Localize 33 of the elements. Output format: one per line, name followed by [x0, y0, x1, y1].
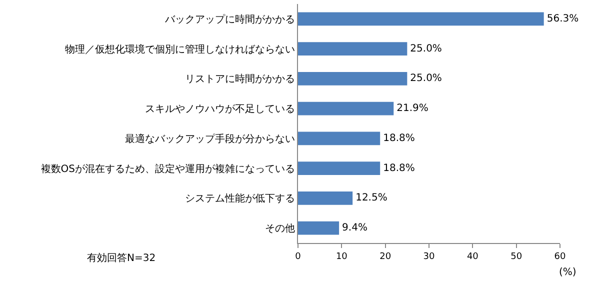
data-label: 9.4%: [342, 222, 368, 234]
bar: [298, 191, 353, 205]
x-tick-label: 30: [423, 252, 435, 262]
data-label: 25.0%: [410, 73, 442, 84]
x-tick-label: 10: [336, 252, 348, 262]
data-label: 56.3%: [546, 13, 579, 24]
y-tick-label: 物理／仮想化環境で個別に管理しなければならない: [65, 43, 295, 56]
x-tick-label: 20: [380, 252, 392, 262]
x-tick-label: 0: [295, 252, 302, 262]
x-axis-title: (%): [559, 267, 576, 278]
y-tick-label: その他: [265, 222, 295, 235]
data-label: 18.8%: [383, 162, 415, 174]
bar: [298, 162, 380, 176]
y-tick-label: リストアに時間がかかる: [185, 73, 295, 86]
data-label: 18.8%: [383, 132, 415, 144]
text: 有効回答N=32: [87, 252, 156, 264]
y-tick-label: 複数OSが混在するため、設定や運用が複雑になっている: [40, 162, 295, 175]
x-tick-label: 60: [554, 252, 566, 262]
bar: [298, 72, 408, 86]
data-label: 21.9%: [396, 103, 428, 114]
data-label: 25.0%: [410, 43, 442, 54]
bar: [298, 102, 394, 116]
y-tick-label: スキルやノウハウが不足している: [145, 104, 295, 116]
x-tick-label: 50: [510, 252, 522, 262]
bar: [298, 221, 340, 235]
y-tick-label: 最適なバックアップ手段が分からない: [125, 132, 295, 145]
x-tick-label: 40: [466, 252, 479, 262]
bar: [298, 12, 544, 26]
y-tick-label: システム性能が低下する: [185, 192, 295, 205]
y-tick-label: バックアップに時間がかかる: [164, 13, 295, 26]
bar: [298, 42, 408, 56]
data-label: 12.5%: [356, 192, 388, 204]
bar: [298, 132, 380, 146]
